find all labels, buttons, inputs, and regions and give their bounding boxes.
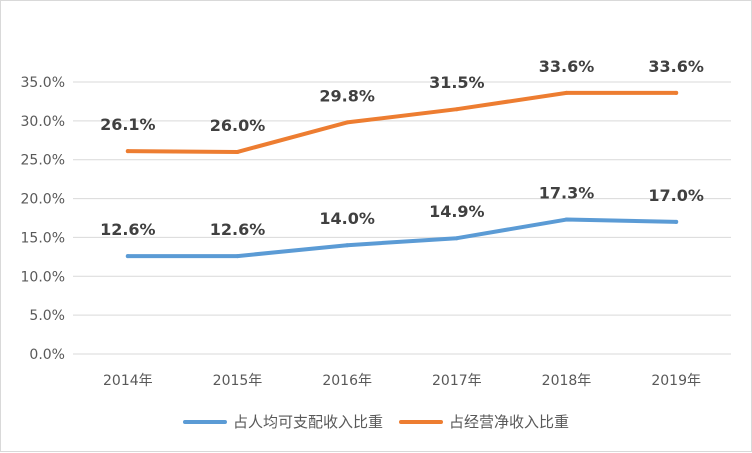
x-tick-label: 2017年 xyxy=(432,373,482,389)
x-tick-label: 2018年 xyxy=(542,373,592,389)
data-label: 33.6% xyxy=(648,57,704,76)
data-point xyxy=(125,254,130,259)
series-line-1 xyxy=(125,90,679,154)
data-label: 33.6% xyxy=(539,57,595,76)
data-point xyxy=(235,149,240,154)
x-tick-label: 2016年 xyxy=(322,373,372,389)
data-label: 26.0% xyxy=(210,116,266,135)
legend-label-0: 占人均可支配收入比重 xyxy=(233,413,383,431)
x-tick-label: 2014年 xyxy=(103,373,153,389)
data-point xyxy=(564,217,569,222)
data-point xyxy=(454,236,459,241)
y-tick-label: 5.0% xyxy=(29,308,65,324)
data-point xyxy=(674,219,679,224)
data-label: 17.3% xyxy=(539,184,595,203)
y-tick-label: 15.0% xyxy=(21,230,65,246)
legend-label-1: 占经营净收入比重 xyxy=(449,413,569,431)
data-label: 26.1% xyxy=(100,115,156,134)
y-tick-label: 20.0% xyxy=(21,192,65,208)
y-tick-label: 0.0% xyxy=(29,347,65,363)
data-label: 14.9% xyxy=(429,202,485,221)
data-point xyxy=(235,254,240,259)
x-tick-label: 2019年 xyxy=(651,373,701,389)
data-point xyxy=(674,90,679,95)
data-label: 14.0% xyxy=(319,209,375,228)
data-point xyxy=(125,149,130,154)
x-tick-label: 2015年 xyxy=(213,373,263,389)
y-tick-label: 10.0% xyxy=(21,269,65,285)
y-tick-label: 35.0% xyxy=(21,75,65,91)
data-label: 12.6% xyxy=(210,220,266,239)
data-label: 29.8% xyxy=(319,86,375,105)
data-label: 12.6% xyxy=(100,220,156,239)
data-point xyxy=(454,107,459,112)
series-line-0 xyxy=(125,217,679,259)
data-label: 31.5% xyxy=(429,73,485,92)
y-tick-label: 25.0% xyxy=(21,153,65,169)
data-point xyxy=(345,120,350,125)
y-tick-label: 30.0% xyxy=(21,114,65,130)
data-point xyxy=(345,243,350,248)
data-point xyxy=(564,90,569,95)
data-label: 17.0% xyxy=(648,186,704,205)
